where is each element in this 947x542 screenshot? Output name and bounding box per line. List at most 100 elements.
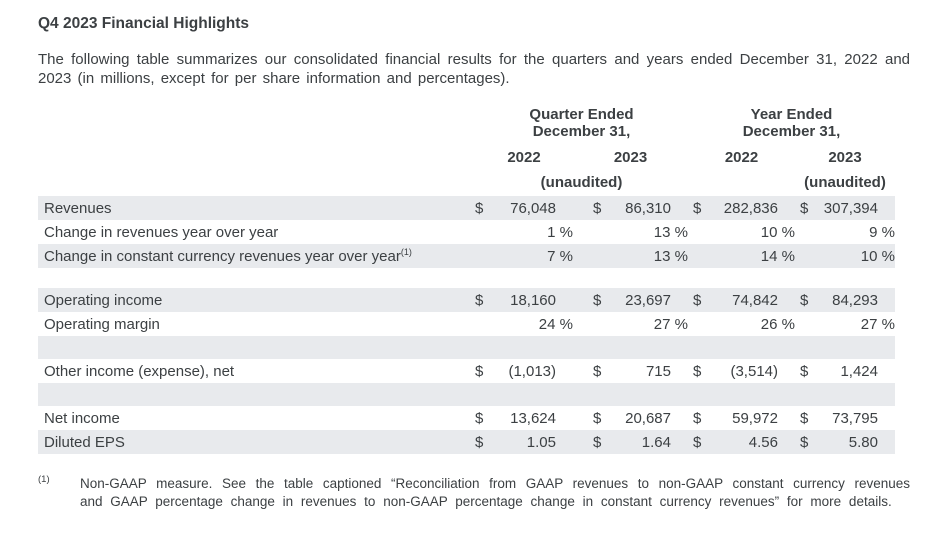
page-title: Q4 2023 Financial Highlights [38,15,250,32]
currency-symbol-cell: $ [795,288,822,312]
value-cell: 23,697 [615,288,688,312]
currency-symbol-cell: $ [693,362,702,380]
value-cell: 14 % [715,244,795,268]
quarter-ended-line1: Quarter Ended [529,106,634,123]
currency-symbol-cell: $ [475,362,484,380]
unaudited-header-row: (unaudited) (unaudited) [38,169,895,196]
currency-symbol-cell [475,312,497,336]
currency-symbol-cell [475,220,497,244]
currency-symbol-cell: $ [795,430,822,454]
table-row: Change in revenues year over year 1 % 13 %… [38,220,895,244]
intro-paragraph: The following table summarizes our conso… [38,51,910,87]
value-cell: 20,687 [625,409,671,427]
year-2023-unaudited-label: (unaudited) [804,174,886,191]
value-cell: 1,424 [840,362,878,380]
table-row: Operating income $18,160 $23,697 $74,842 $84… [38,288,895,312]
currency-symbol-cell: $ [693,409,702,427]
currency-symbol-cell: $ [593,409,602,427]
value-cell: 13,624 [510,409,556,427]
currency-symbol-cell [795,244,822,268]
currency-symbol-cell: $ [688,430,715,454]
value-cell: 26 % [760,315,795,333]
currency-symbol-cell: $ [800,409,809,427]
quarter-ended-line2: December 31, [532,123,631,140]
value-cell: 24 % [538,315,573,333]
row-label: Diluted EPS [38,430,475,454]
spacer-cell [38,383,895,406]
spacer-row [38,383,895,406]
quarter-2022-column-header: 2022 [507,149,541,166]
value-cell: 10 % [822,244,895,268]
value-cell: 10 % [760,223,795,241]
currency-symbol-cell: $ [573,196,615,220]
spacer-row [38,336,895,359]
value-cell: 27 % [860,315,895,333]
currency-symbol-cell [573,312,615,336]
row-label: Other income (expense), net [44,362,235,380]
value-cell: 1.05 [497,430,573,454]
table-row: Other income (expense), net $ (1,013) $715 $… [38,359,895,383]
value-cell: 5.80 [822,430,895,454]
header-spacer-cell [38,169,475,196]
value-cell: 307,394 [822,196,895,220]
row-label: Operating income [38,288,475,312]
currency-symbol-cell: $ [475,196,497,220]
value-cell: 59,972 [732,409,778,427]
currency-symbol-cell [688,244,715,268]
currency-symbol-cell [795,312,822,336]
currency-symbol-cell [795,220,822,244]
value-cell: 86,310 [615,196,688,220]
value-cell: 27 % [653,315,688,333]
currency-symbol-cell [573,220,615,244]
year-2022-column-header: 2022 [724,149,759,166]
year-ended-line2: December 31, [742,123,841,140]
value-cell: (1,013) [508,362,556,380]
quarter-unaudited-label: (unaudited) [540,174,623,191]
currency-symbol-cell: $ [573,288,615,312]
row-label: Net income [44,409,120,427]
value-cell: 1.64 [615,430,688,454]
header-spacer-cell [38,141,475,169]
spacer-row [38,268,895,288]
year-ended-header: Year Ended December 31, [688,105,895,141]
value-cell: 715 [645,362,671,380]
footnote-text: Non-GAAP measure. See the table captione… [80,476,910,509]
currency-symbol-cell: $ [593,362,602,380]
footnote: (1) Non-GAAP measure. See the table capt… [38,474,914,511]
column-group-header-row: Quarter Ended December 31, Year Ended De… [38,105,895,141]
value-cell: 13 % [615,244,688,268]
value-cell: 9 % [869,223,895,241]
currency-symbol-cell: $ [795,196,822,220]
footnote-marker: (1) [38,474,50,485]
row-label: Revenues [38,196,475,220]
header-spacer-cell [688,169,795,196]
currency-symbol-cell [573,244,615,268]
table-row: Diluted EPS $1.05 $1.64 $4.56 $5.80 [38,430,895,454]
financial-highlights-table: Quarter Ended December 31, Year Ended De… [38,105,895,454]
value-cell: 18,160 [497,288,573,312]
currency-symbol-cell: $ [800,362,809,380]
table-row: Net income $13,624 $20,687 $59,972 $73,795 [38,406,895,430]
spacer-cell [38,268,895,288]
year-ended-line1: Year Ended [750,106,833,123]
currency-symbol-cell [688,220,715,244]
value-cell: 4.56 [715,430,795,454]
financial-highlights-page: Q4 2023 Financial Highlights The followi… [38,15,914,511]
row-label: Change in revenues year over year [44,223,279,241]
value-cell: 13 % [653,223,688,241]
value-cell: 1 % [547,223,573,241]
currency-symbol-cell: $ [688,196,715,220]
footnote-reference: (1) [400,246,412,257]
table-row: Operating margin 24 % 27 % 26 % 27 % [38,312,895,336]
value-cell: 76,048 [497,196,573,220]
spacer-cell [38,336,895,359]
value-cell: (3,514) [730,362,778,380]
currency-symbol-cell: $ [475,288,497,312]
currency-symbol-cell: $ [475,430,497,454]
value-cell: 84,293 [822,288,895,312]
currency-symbol-cell: $ [475,409,484,427]
quarter-ended-header: Quarter Ended December 31, [475,105,688,141]
row-label: Operating margin [44,315,160,333]
value-cell: 282,836 [715,196,795,220]
currency-symbol-cell [475,244,497,268]
